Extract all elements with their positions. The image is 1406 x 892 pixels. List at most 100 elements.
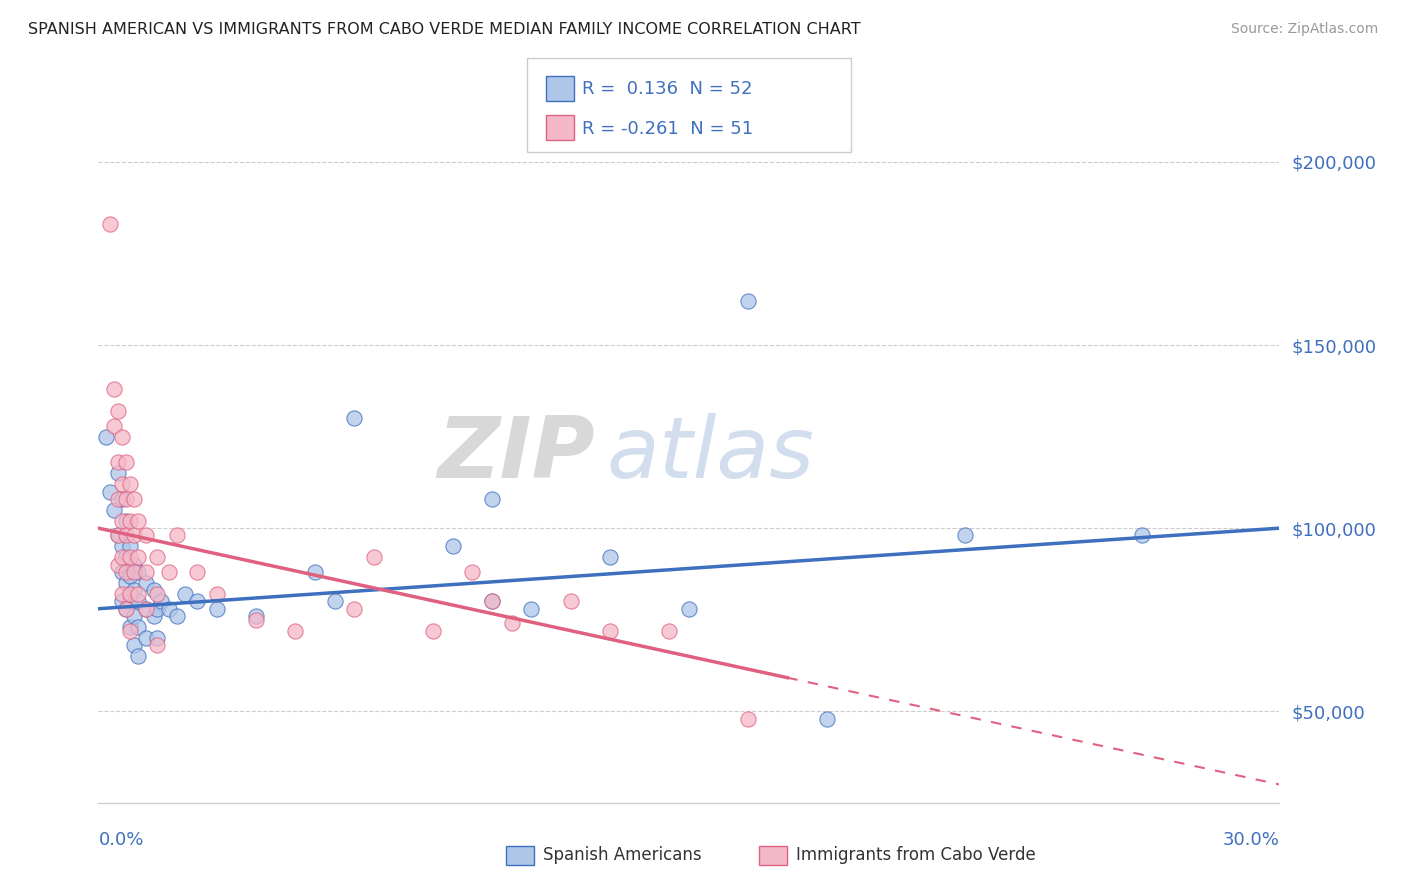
Point	[127, 565, 149, 579]
Point	[146, 550, 169, 565]
Point	[115, 565, 138, 579]
Point	[103, 382, 125, 396]
Point	[118, 514, 141, 528]
Point	[166, 528, 188, 542]
Text: 0.0%: 0.0%	[98, 831, 143, 849]
Point	[98, 484, 121, 499]
Point	[146, 601, 169, 615]
Point	[127, 594, 149, 608]
Point	[127, 550, 149, 565]
Point	[107, 528, 129, 542]
Point	[343, 411, 366, 425]
Point	[111, 429, 134, 443]
Point	[815, 712, 838, 726]
Point	[115, 601, 138, 615]
Point	[560, 594, 582, 608]
Point	[111, 540, 134, 554]
Point	[111, 514, 134, 528]
Point	[135, 528, 157, 542]
Point	[142, 609, 165, 624]
Point	[111, 550, 134, 565]
Point	[118, 550, 141, 565]
Point	[343, 601, 366, 615]
Point	[205, 601, 228, 615]
Point	[953, 528, 976, 542]
Point	[422, 624, 444, 638]
Point	[678, 601, 700, 615]
Point	[481, 594, 503, 608]
Point	[96, 429, 118, 443]
Text: ZIP: ZIP	[437, 413, 595, 497]
Point	[122, 565, 145, 579]
Point	[146, 587, 169, 601]
Point	[118, 594, 141, 608]
Point	[107, 467, 129, 481]
Point	[520, 601, 543, 615]
Point	[98, 217, 121, 231]
Point	[107, 528, 129, 542]
Point	[107, 455, 129, 469]
Point	[186, 594, 208, 608]
Point	[599, 550, 621, 565]
Point	[737, 294, 759, 309]
Point	[122, 558, 145, 572]
Text: Immigrants from Cabo Verde: Immigrants from Cabo Verde	[796, 847, 1036, 864]
Point	[174, 587, 197, 601]
Point	[166, 609, 188, 624]
Point	[157, 565, 180, 579]
Text: R =  0.136  N = 52: R = 0.136 N = 52	[582, 79, 752, 98]
Text: Source: ZipAtlas.com: Source: ZipAtlas.com	[1230, 22, 1378, 37]
Point	[157, 601, 180, 615]
Point	[111, 491, 134, 506]
Text: Spanish Americans: Spanish Americans	[543, 847, 702, 864]
Point	[284, 624, 307, 638]
Point	[111, 477, 134, 491]
Point	[142, 583, 165, 598]
Point	[115, 576, 138, 591]
Point	[146, 631, 169, 645]
Point	[115, 601, 138, 615]
Text: SPANISH AMERICAN VS IMMIGRANTS FROM CABO VERDE MEDIAN FAMILY INCOME CORRELATION : SPANISH AMERICAN VS IMMIGRANTS FROM CABO…	[28, 22, 860, 37]
Point	[115, 491, 138, 506]
Point	[111, 565, 134, 579]
Point	[122, 528, 145, 542]
Point	[135, 601, 157, 615]
Point	[127, 587, 149, 601]
Point	[118, 477, 141, 491]
Point	[146, 638, 169, 652]
Point	[304, 565, 326, 579]
Point	[135, 576, 157, 591]
Point	[107, 558, 129, 572]
Point	[122, 491, 145, 506]
Text: R = -0.261  N = 51: R = -0.261 N = 51	[582, 120, 754, 137]
Point	[135, 631, 157, 645]
Point	[245, 613, 267, 627]
Point	[441, 540, 464, 554]
Point	[205, 587, 228, 601]
Point	[135, 601, 157, 615]
Text: atlas: atlas	[606, 413, 814, 497]
Point	[127, 649, 149, 664]
Point	[501, 616, 523, 631]
Point	[122, 638, 145, 652]
Point	[1130, 528, 1153, 542]
Point	[111, 587, 134, 601]
Point	[245, 609, 267, 624]
Point	[186, 565, 208, 579]
Point	[118, 624, 141, 638]
Point	[127, 514, 149, 528]
Point	[118, 540, 141, 554]
Point	[737, 712, 759, 726]
Point	[118, 620, 141, 634]
Point	[103, 418, 125, 433]
Text: 30.0%: 30.0%	[1223, 831, 1279, 849]
Point	[481, 491, 503, 506]
Point	[481, 594, 503, 608]
Point	[135, 565, 157, 579]
Point	[118, 587, 141, 601]
Point	[599, 624, 621, 638]
Point	[118, 568, 141, 582]
Point	[107, 491, 129, 506]
Point	[107, 404, 129, 418]
Point	[115, 550, 138, 565]
